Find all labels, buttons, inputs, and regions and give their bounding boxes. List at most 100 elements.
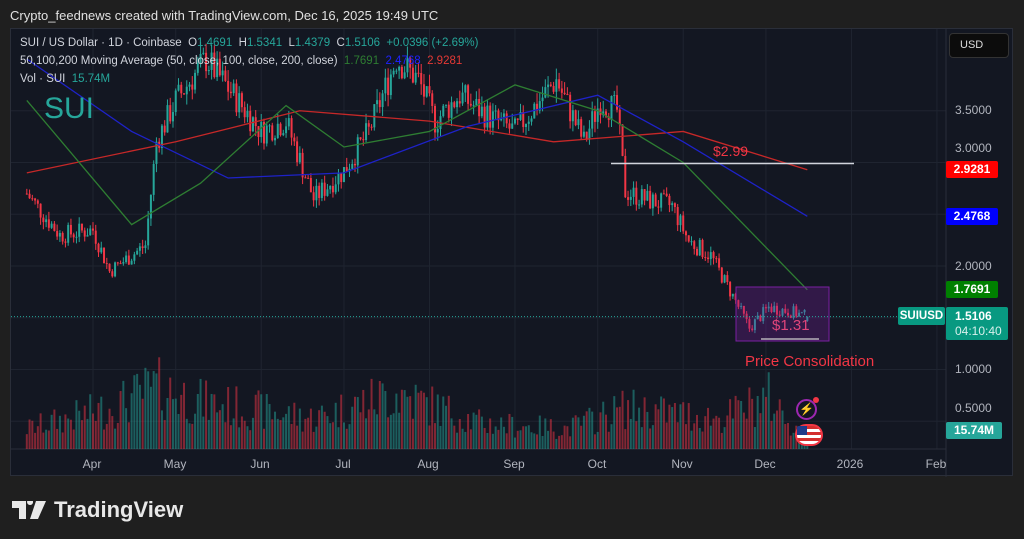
candle-body: [257, 126, 260, 138]
resistance-label[interactable]: $2.99: [713, 143, 749, 159]
candle-body: [100, 247, 103, 253]
candle-body: [373, 104, 376, 128]
candle-body: [742, 305, 745, 314]
volume-bar: [456, 432, 459, 449]
candle-body: [538, 101, 541, 111]
support-label[interactable]: $1.31: [772, 317, 810, 334]
candle-body: [381, 93, 384, 108]
volume-bar: [312, 431, 315, 449]
price-chart[interactable]: [11, 29, 1014, 477]
volume-bar: [69, 419, 72, 449]
volume-bar: [191, 423, 194, 449]
candle-body: [136, 250, 139, 255]
volume-bar: [92, 413, 94, 449]
volume-title[interactable]: Vol · SUI: [20, 73, 66, 85]
volume-bar: [409, 396, 412, 449]
volume-bar: [149, 386, 152, 449]
lightning-alert-icon[interactable]: ⚡: [796, 399, 817, 420]
volume-bar: [31, 420, 34, 449]
candle-body: [155, 141, 158, 164]
ma-title[interactable]: 50,100,200 Moving Average (50, close, 10…: [20, 55, 338, 67]
candle-body: [392, 70, 395, 75]
volume-bar: [133, 375, 136, 449]
candle-body: [616, 95, 619, 110]
candle-body: [417, 72, 420, 74]
volume-tag: 15.74M: [946, 422, 1002, 439]
candle-body: [433, 105, 436, 133]
volume-bar: [370, 378, 373, 449]
volume-bar: [78, 410, 81, 449]
candle-body: [296, 141, 299, 163]
volume-bar: [781, 410, 784, 449]
candle-body: [513, 118, 516, 124]
volume-bar: [698, 427, 701, 449]
symbol-title[interactable]: SUI / US Dollar · 1D · Coinbase: [20, 37, 182, 49]
volume-bar: [67, 418, 70, 449]
volume-bar: [213, 394, 216, 449]
low-value: 1.4379: [294, 37, 331, 49]
candle-body: [422, 84, 425, 97]
volume-bar: [365, 418, 368, 449]
candle-body: [365, 123, 368, 141]
candle-body: [409, 58, 412, 68]
time-tick: Jun: [250, 457, 270, 471]
currency-button[interactable]: USD: [949, 33, 1009, 58]
candle-body: [36, 200, 39, 204]
volume-bar: [392, 413, 395, 449]
candle-body: [467, 85, 470, 104]
candle-body: [414, 72, 417, 83]
volume-value: 15.74M: [71, 73, 111, 85]
volume-bar: [475, 414, 478, 449]
candle-body: [519, 112, 522, 120]
volume-bar: [530, 432, 533, 449]
us-flag-events-icon[interactable]: [795, 424, 823, 446]
candle-body: [89, 228, 92, 236]
tradingview-logo[interactable]: TradingView: [12, 497, 183, 523]
candle-body: [464, 85, 467, 93]
volume-bar: [271, 419, 274, 449]
volume-bar: [784, 424, 787, 449]
volume-bar: [373, 409, 376, 449]
candle-body: [213, 52, 216, 78]
volume-bar: [707, 407, 710, 449]
volume-bar: [97, 402, 100, 449]
tradingview-logo-icon: [12, 501, 46, 519]
volume-bar: [574, 415, 577, 449]
candle-body: [657, 206, 660, 208]
logo-text: TradingView: [54, 497, 184, 522]
volume-bar: [624, 429, 627, 449]
volume-bar: [497, 429, 500, 449]
candle-body: [712, 252, 715, 259]
volume-bar: [533, 433, 536, 449]
volume-bar: [629, 418, 632, 449]
candle-body: [218, 58, 221, 76]
candle-body: [723, 275, 726, 283]
volume-bar: [298, 408, 301, 449]
candle-body: [646, 190, 649, 201]
candle-body: [329, 185, 332, 190]
open-label: O: [188, 37, 198, 49]
candle-body: [704, 257, 707, 259]
candle-body: [530, 118, 533, 122]
candle-body: [547, 84, 550, 88]
volume-bar: [571, 417, 574, 449]
volume-bar: [224, 422, 227, 449]
candle-body: [544, 87, 547, 98]
candle-body: [362, 139, 365, 141]
volume-bar: [86, 418, 89, 449]
volume-bar: [249, 430, 252, 449]
consolidation-label[interactable]: Price Consolidation: [745, 353, 875, 370]
volume-bar: [762, 387, 765, 449]
candle-body: [351, 163, 354, 169]
volume-bar: [381, 383, 384, 449]
volume-bar: [406, 396, 409, 449]
volume-bar: [491, 433, 494, 449]
candle-body: [541, 97, 544, 102]
chart-panel[interactable]: [10, 28, 1014, 477]
candle-body: [726, 275, 729, 283]
candle-body: [577, 119, 580, 126]
candle-body: [737, 300, 740, 307]
candle-body: [114, 262, 117, 277]
volume-bar: [770, 420, 773, 449]
candle-body: [169, 105, 172, 122]
